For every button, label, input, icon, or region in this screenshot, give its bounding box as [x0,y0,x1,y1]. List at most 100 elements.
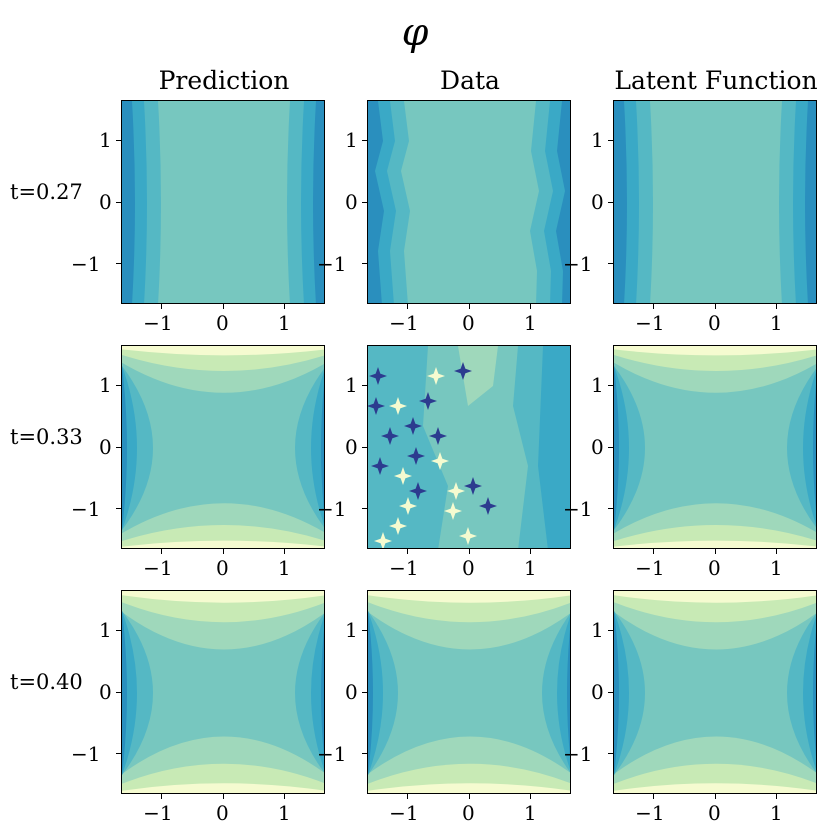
x-tick-label: 1 [523,801,537,825]
x-tick-mark [714,549,716,554]
data-spike [381,427,399,445]
heatmap-panel [121,590,325,794]
x-tick-mark [714,794,716,799]
x-tick-label: −1 [143,801,173,825]
y-tick-label: −1 [563,251,593,276]
contour-patch [458,346,498,406]
contour-band-right [556,101,570,303]
x-tick-label: 0 [216,556,229,580]
x-tick-mark [160,549,162,554]
x-tick-label: 1 [769,801,783,825]
contour-plot [368,591,570,793]
x-tick-mark [284,549,286,554]
contour-band-right [313,101,324,303]
data-spike [394,467,412,485]
contour-band-right [805,101,816,303]
y-tick-label: 1 [345,373,358,398]
data-spike [459,527,477,545]
x-tick-label: −1 [389,311,419,335]
contour-side-left [122,366,127,530]
y-tick-label: 0 [99,190,112,214]
data-spike [409,482,427,500]
y-tick-mark [362,753,367,755]
contour-patch [423,346,528,548]
x-tick-label: 1 [277,556,291,580]
data-spike [369,367,387,385]
contour-side-right [803,371,816,525]
data-spike [454,362,472,380]
data-spike [427,367,445,385]
y-tick-label: −1 [563,496,593,521]
contour-plot [368,101,570,303]
data-spike [368,397,385,415]
x-tick-mark [530,304,532,309]
contour-lobe-bottom [122,783,324,793]
y-tick-mark [362,201,367,203]
x-tick-label: 0 [462,311,475,335]
contour-band-right [538,346,570,548]
y-tick-mark [362,139,367,141]
contour-band-left [122,101,135,303]
x-tick-mark [468,304,470,309]
y-tick-label: 0 [591,190,604,214]
row-label-t040: t=0.40 [10,670,83,694]
contour-lobe-top [122,346,324,356]
y-tick-mark [608,691,613,693]
y-tick-label: 1 [99,128,112,153]
x-tick-mark [222,304,224,309]
data-spike [407,447,425,465]
x-tick-label: −1 [635,311,665,335]
x-tick-mark [776,794,778,799]
data-spike [371,457,389,475]
contour-plot [614,346,816,548]
heatmap-panel [121,345,325,549]
y-tick-label: −1 [317,741,347,766]
x-tick-label: 0 [462,801,475,825]
contour-lobe-bottom [614,540,816,548]
figure-title: φ [401,10,429,54]
contour-plot [614,591,816,793]
column-title-latent: Latent Function [614,66,818,95]
y-tick-label: 0 [345,190,358,214]
x-tick-mark [652,549,654,554]
contour-side-right [813,629,816,757]
y-tick-mark [116,384,121,386]
data-spike [464,477,482,495]
data-spike [389,517,407,535]
contour-side-left [614,611,619,775]
x-tick-mark [714,304,716,309]
x-tick-mark [284,304,286,309]
contour-lobe-bottom [368,783,570,793]
data-spike [444,502,462,520]
y-tick-label: 1 [591,373,604,398]
x-tick-mark [284,794,286,799]
y-tick-mark [362,446,367,448]
x-tick-label: 0 [462,556,475,580]
data-spike [419,392,437,410]
x-tick-mark [468,549,470,554]
y-tick-mark [116,201,121,203]
y-tick-mark [362,629,367,631]
y-tick-label: 1 [591,618,604,643]
column-title-data: Data [440,66,500,95]
contour-band-left [368,101,384,303]
x-tick-label: 1 [523,556,537,580]
contour-lobe-top [368,591,570,603]
y-tick-mark [116,139,121,141]
contour-side-right [321,384,324,512]
x-tick-mark [652,304,654,309]
y-tick-label: 0 [345,435,358,459]
data-spike [429,427,447,445]
y-tick-mark [608,201,613,203]
y-tick-label: −1 [563,741,593,766]
x-tick-label: −1 [143,311,173,335]
data-spike [447,482,465,500]
heatmap-panel [613,100,817,304]
contour-side-right [557,616,570,770]
contour-side-right [321,629,324,757]
data-spike [404,417,422,435]
y-tick-mark [116,263,121,265]
x-tick-label: 0 [708,801,721,825]
heatmap-panel [613,345,817,549]
heatmap-panel [613,590,817,794]
